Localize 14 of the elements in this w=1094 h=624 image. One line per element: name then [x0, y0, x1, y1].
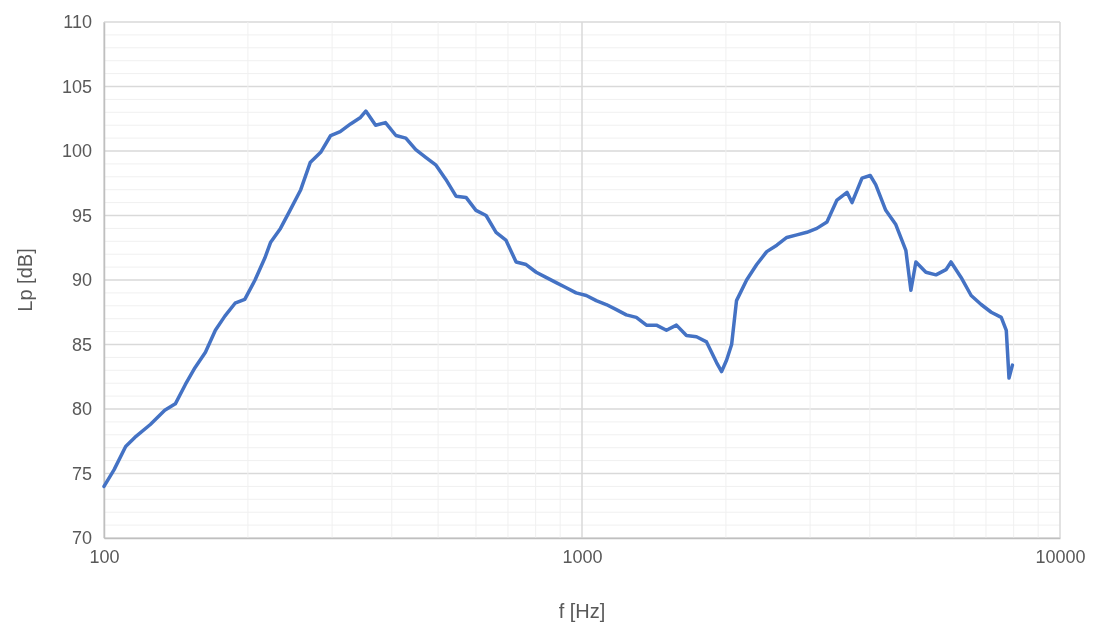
x-axis-title: f [Hz]	[558, 600, 606, 622]
y-tick-label: 110	[63, 12, 92, 33]
y-tick-label: 105	[61, 76, 92, 97]
y-axis-title: Lp [dB]	[14, 248, 36, 312]
y-tick-label: 100	[61, 141, 92, 162]
y-tick-label: 95	[71, 205, 92, 226]
y-tick-label: 80	[71, 399, 92, 420]
x-tick-label: 100	[89, 546, 120, 567]
y-tick-label: 75	[71, 463, 92, 484]
x-tick-label: 1000	[562, 546, 603, 567]
y-tick-label: 90	[71, 270, 92, 291]
x-tick-label: 10000	[1035, 546, 1086, 567]
y-tick-label: 85	[71, 334, 92, 355]
y-tick-label: 70	[71, 528, 92, 549]
